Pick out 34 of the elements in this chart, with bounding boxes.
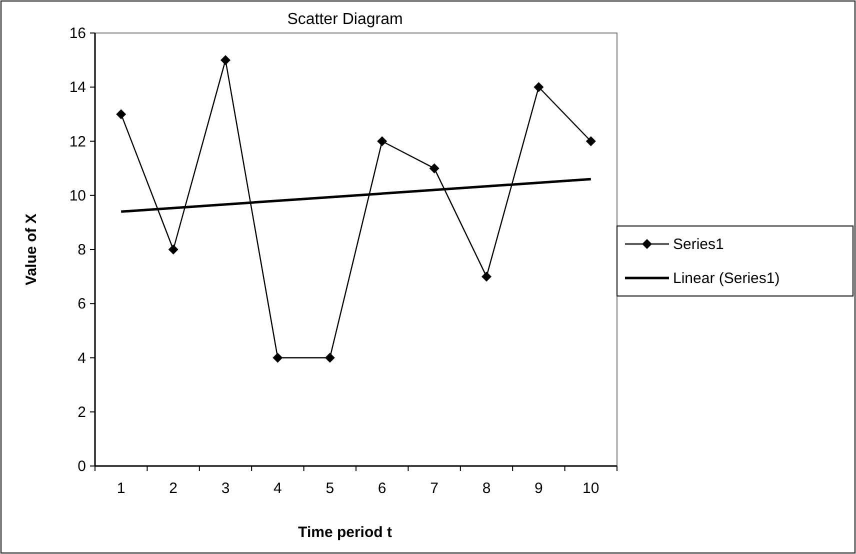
y-tick-label: 4 bbox=[78, 350, 86, 367]
y-tick-label: 2 bbox=[78, 404, 86, 421]
y-tick-label: 0 bbox=[78, 458, 86, 475]
point bbox=[220, 55, 230, 66]
y-tick-label: 10 bbox=[69, 187, 86, 204]
x-tick-label: 3 bbox=[221, 480, 230, 497]
point bbox=[586, 136, 596, 146]
y-tick-label: 8 bbox=[78, 242, 86, 258]
x-tick-label: 2 bbox=[169, 480, 178, 497]
x-tick-label: 4 bbox=[274, 480, 282, 497]
y-axis-title: Value of X bbox=[23, 214, 40, 286]
y-tick-label: 6 bbox=[78, 296, 86, 313]
x-tick-label: 9 bbox=[534, 480, 543, 497]
x-tick-label: 10 bbox=[582, 480, 600, 497]
point bbox=[324, 352, 335, 363]
legend-label: Series1 bbox=[673, 236, 724, 253]
y-tick-label: 16 bbox=[69, 25, 86, 42]
point bbox=[534, 82, 544, 92]
x-tick-label: 8 bbox=[482, 480, 491, 497]
chart-title: Scatter Diagram bbox=[287, 11, 403, 28]
x-tick-label: 1 bbox=[116, 480, 126, 497]
legend-label: Linear (Series1) bbox=[673, 270, 780, 287]
point bbox=[116, 109, 126, 120]
point bbox=[482, 272, 492, 282]
x-tick-label: 6 bbox=[378, 480, 386, 497]
point bbox=[272, 352, 283, 363]
point bbox=[377, 136, 388, 146]
y-tick-label: 14 bbox=[69, 79, 86, 96]
y-tick-label: 12 bbox=[69, 133, 86, 150]
x-tick-label: 5 bbox=[326, 480, 334, 497]
point bbox=[429, 163, 440, 174]
x-tick-label: 7 bbox=[430, 480, 438, 497]
point bbox=[168, 244, 178, 254]
x-axis-title: Time period t bbox=[298, 524, 392, 541]
